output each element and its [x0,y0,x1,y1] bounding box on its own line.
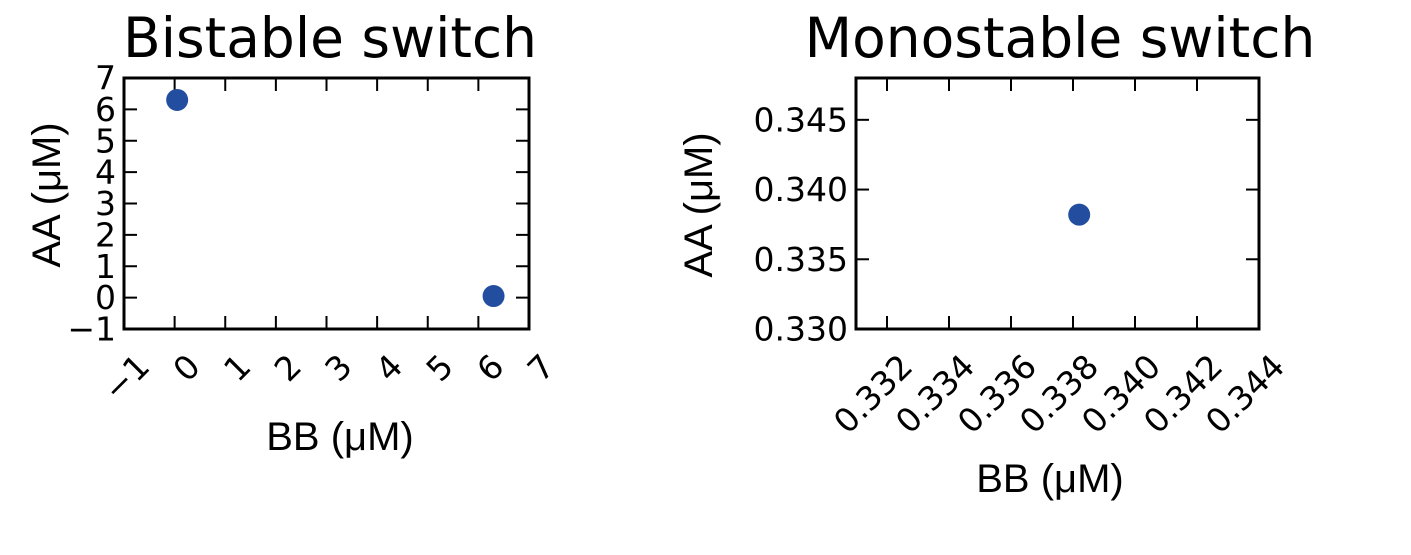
monostable-ytick-label: 0.330 [754,310,848,349]
bistable-xtick-label: −1 [95,347,157,409]
bistable-ytick-label: 3 [95,184,116,223]
monostable-ytick-label: 0.345 [754,100,848,139]
bistable-xtick-label: 0 [165,347,207,389]
bistable-xtick-label: 7 [520,347,562,389]
bistable-data-point [166,88,189,111]
bistable-ytick-label: 1 [95,247,116,286]
bistable-ytick-label: 5 [95,121,116,160]
monostable-ylabel: AA (μM) [677,132,721,277]
monostable-xlabel: BB (μM) [976,457,1123,501]
bistable-xtick-label: 3 [317,347,359,389]
monostable-ytick-label: 0.340 [754,170,848,209]
bistable-ytick-label: 0 [95,278,116,317]
monostable-chart: Monostable switch0.3320.3340.3360.3380.3… [677,6,1315,501]
bistable-xlabel: BB (μM) [266,415,413,459]
bistable-xtick-label: 2 [267,347,309,389]
bistable-data-point [482,285,505,308]
bistable-xtick-label: 5 [419,347,461,389]
bistable-ytick-label: 4 [95,153,116,192]
bistable-ylabel: AA (μM) [25,122,69,267]
monostable-frame [854,76,1261,331]
bistable-ytick-label: −1 [67,310,116,349]
bistable-ytick-label: 7 [95,59,116,98]
bistable-ytick-label: 2 [95,215,116,254]
monostable-title: Monostable switch [805,6,1316,70]
monostable-ytick-label: 0.335 [754,240,848,279]
bistable-xtick-label: 6 [469,347,511,389]
bistable-ytick-label: 6 [95,90,116,129]
bistable-xtick-label: 1 [216,347,258,389]
bistable-frame [122,76,531,331]
bistable-title: Bistable switch [123,6,537,70]
monostable-data-point [1068,203,1091,226]
bistable-xtick-label: 4 [368,347,410,389]
